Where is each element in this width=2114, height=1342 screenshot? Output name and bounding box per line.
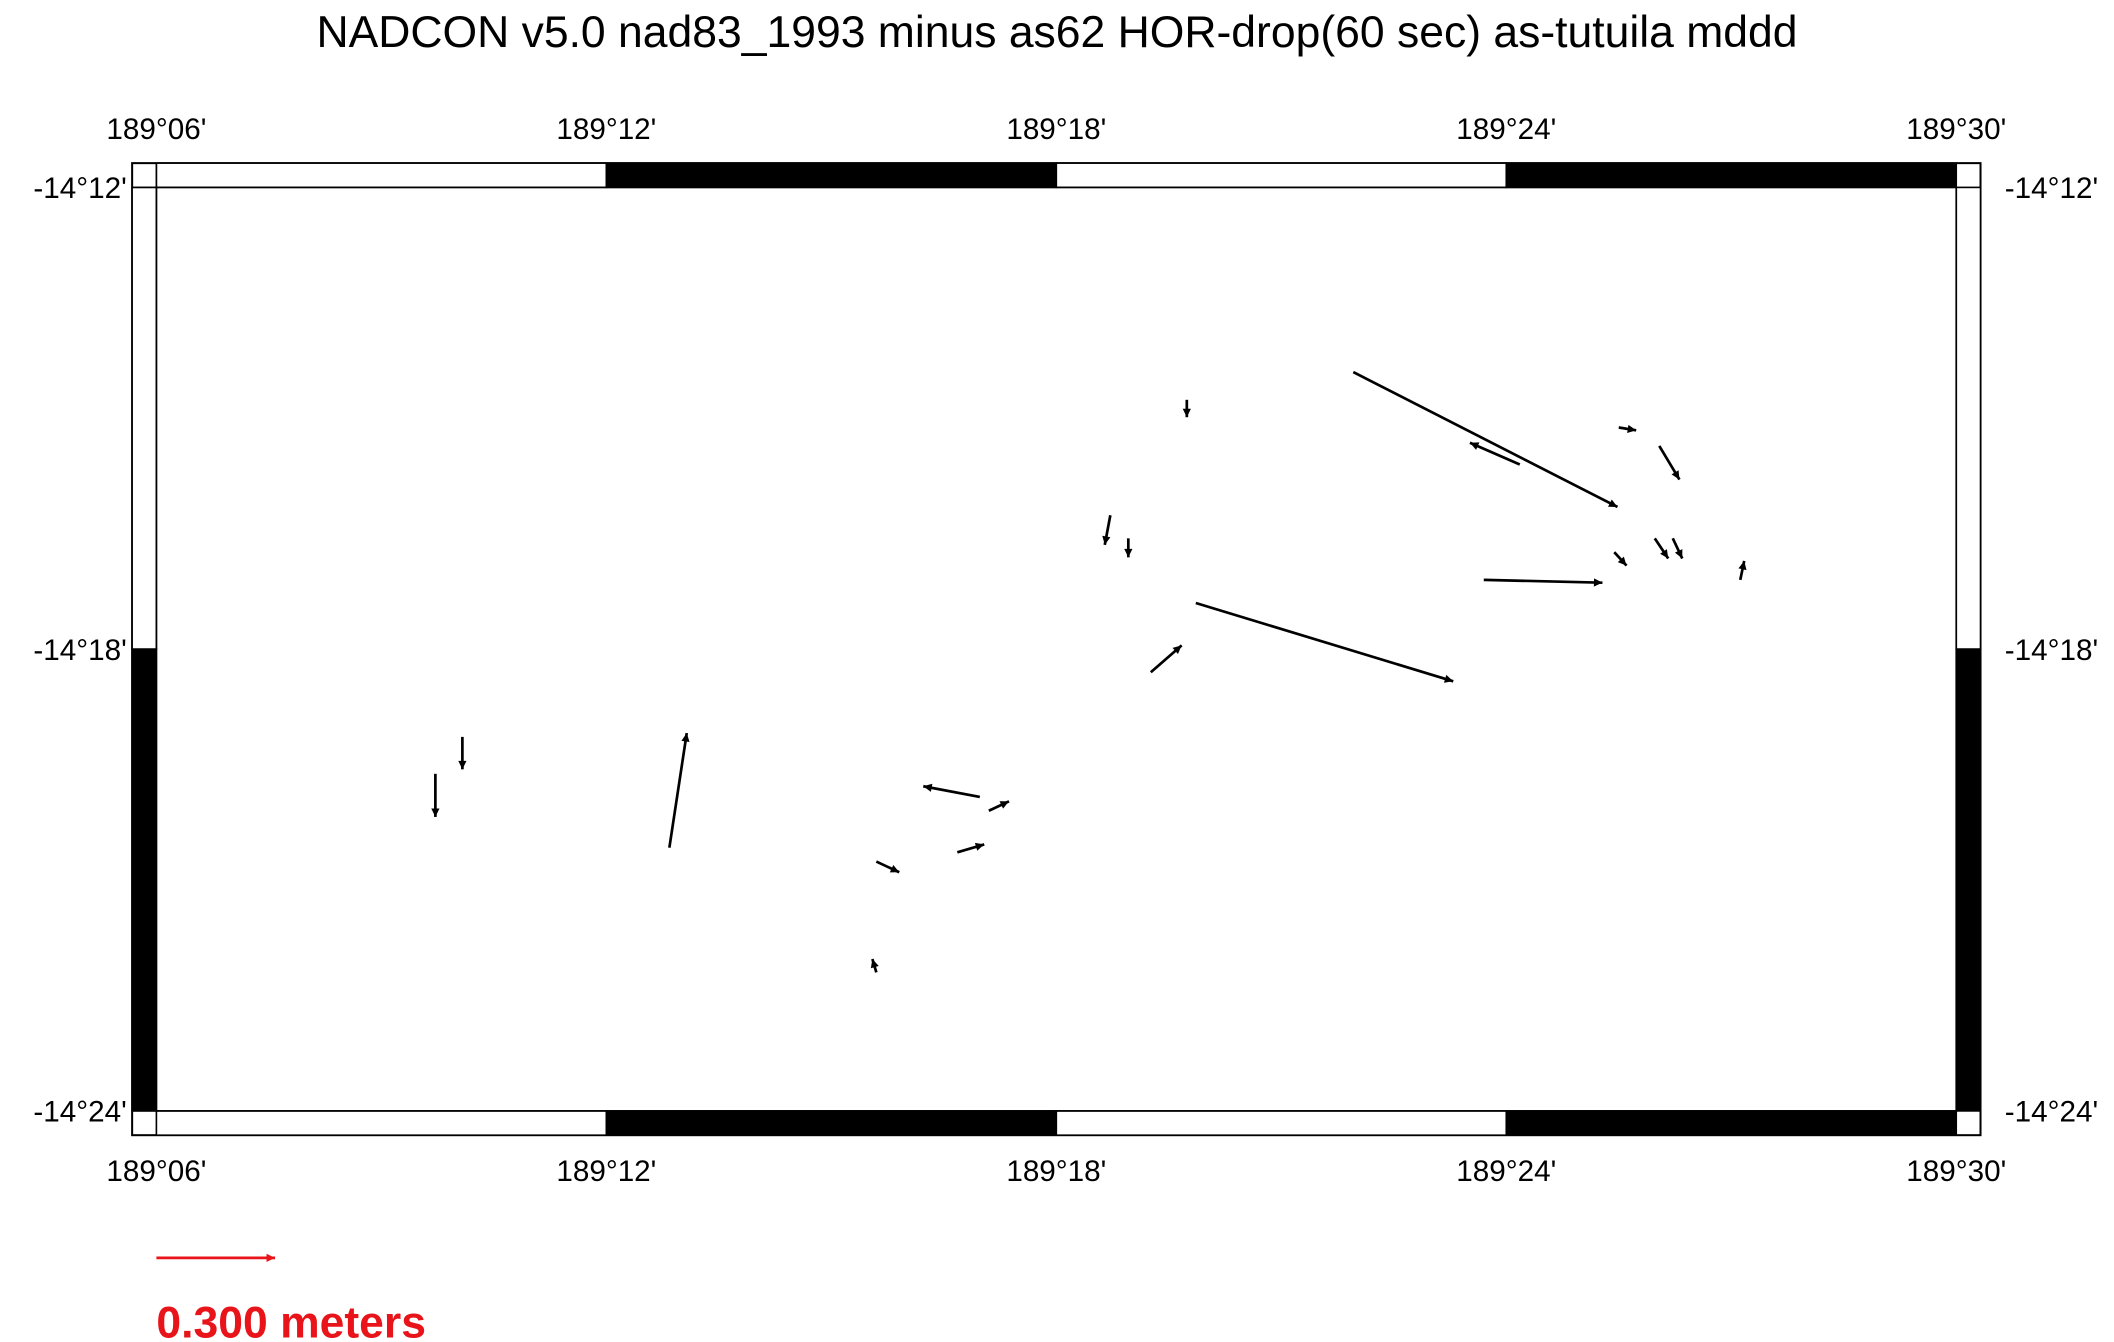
vector bbox=[1182, 399, 1191, 418]
scale-arrow bbox=[156, 1253, 276, 1262]
arrow-head bbox=[1102, 535, 1111, 545]
arrow-shaft bbox=[923, 784, 981, 799]
arrow-shaft bbox=[1352, 370, 1619, 509]
x-tick-label: 189°12' bbox=[556, 113, 656, 146]
arrow-shaft bbox=[1469, 441, 1521, 466]
frame-segment bbox=[131, 648, 158, 1112]
scale-label: 0.300 meters bbox=[156, 1298, 426, 1342]
vector bbox=[1149, 644, 1183, 674]
arrow-head bbox=[1593, 578, 1603, 587]
y-tick-label: -14°24' bbox=[2005, 1096, 2098, 1129]
arrow-head bbox=[1608, 499, 1618, 507]
arrow-head bbox=[1443, 674, 1454, 683]
x-tick-label: 189°06' bbox=[106, 1155, 206, 1188]
vector bbox=[870, 958, 879, 973]
arrow-head bbox=[923, 783, 933, 792]
x-tick-label: 189°06' bbox=[106, 113, 206, 146]
vector bbox=[875, 860, 900, 874]
vector bbox=[1653, 537, 1670, 560]
y-tick-label: -14°18' bbox=[2005, 634, 2098, 667]
arrow-head bbox=[889, 864, 900, 873]
arrow-head bbox=[431, 808, 440, 817]
arrow-head bbox=[1469, 442, 1480, 450]
arrow-head bbox=[1617, 556, 1627, 566]
frame-segment bbox=[605, 1110, 1058, 1136]
vector bbox=[956, 842, 985, 854]
vector bbox=[923, 783, 981, 799]
vector bbox=[1352, 370, 1619, 509]
arrow-shaft bbox=[668, 732, 689, 848]
arrow-head bbox=[999, 801, 1010, 809]
arrow-head bbox=[974, 842, 985, 851]
arrow-shaft bbox=[1483, 578, 1603, 585]
x-tick-label: 189°18' bbox=[1006, 113, 1106, 146]
frame-segment bbox=[155, 1110, 608, 1136]
vector bbox=[1469, 441, 1521, 466]
x-tick-label: 189°30' bbox=[1906, 113, 2006, 146]
y-tick-label: -14°18' bbox=[33, 634, 126, 667]
y-tick-label: -14°12' bbox=[33, 172, 126, 205]
vector bbox=[1102, 515, 1112, 546]
vector bbox=[1658, 445, 1681, 481]
arrow-head bbox=[870, 958, 879, 969]
y-tick-label: -14°12' bbox=[2005, 172, 2098, 205]
arrow-head bbox=[1124, 548, 1133, 558]
x-tick-label: 189°30' bbox=[1906, 1155, 2006, 1188]
frame-segment bbox=[155, 162, 608, 189]
frame-segment bbox=[1055, 1110, 1508, 1136]
frame-segment bbox=[605, 162, 1058, 189]
arrow-head bbox=[1671, 470, 1680, 480]
vector bbox=[1613, 551, 1628, 567]
vector bbox=[1483, 578, 1603, 587]
vector bbox=[668, 732, 690, 848]
vector bbox=[1738, 560, 1747, 581]
arrow-head bbox=[1674, 549, 1683, 559]
frame-segment bbox=[1955, 648, 1982, 1112]
vector bbox=[1124, 538, 1133, 558]
vector bbox=[988, 800, 1010, 812]
frame-segment bbox=[131, 186, 158, 650]
arrow-shaft bbox=[1195, 601, 1454, 683]
frame-outer bbox=[131, 162, 1982, 1137]
arrow-head bbox=[1660, 549, 1669, 559]
arrow-head bbox=[1627, 424, 1637, 434]
vector bbox=[431, 773, 440, 817]
arrow-head bbox=[1182, 408, 1191, 418]
vector bbox=[458, 736, 467, 770]
frame-segment bbox=[1955, 186, 1982, 650]
frame-segment bbox=[1505, 1110, 1958, 1136]
vector bbox=[1195, 601, 1454, 683]
frame-segment bbox=[1505, 162, 1958, 189]
arrow-head bbox=[266, 1253, 276, 1262]
y-tick-label: -14°24' bbox=[33, 1096, 126, 1129]
arrow-head bbox=[1738, 560, 1747, 571]
frame-segment bbox=[1055, 162, 1508, 189]
x-tick-label: 189°12' bbox=[556, 1155, 656, 1188]
map-title: NADCON v5.0 nad83_1993 minus as62 HOR-dr… bbox=[316, 8, 1797, 57]
arrow-head bbox=[681, 733, 690, 743]
vector bbox=[1671, 537, 1684, 560]
vector bbox=[1618, 424, 1637, 434]
x-tick-label: 189°24' bbox=[1456, 113, 1556, 146]
arrow-head bbox=[458, 760, 467, 770]
arrow-head bbox=[1172, 645, 1182, 655]
x-tick-label: 189°18' bbox=[1006, 1155, 1106, 1188]
x-tick-label: 189°24' bbox=[1456, 1155, 1556, 1188]
